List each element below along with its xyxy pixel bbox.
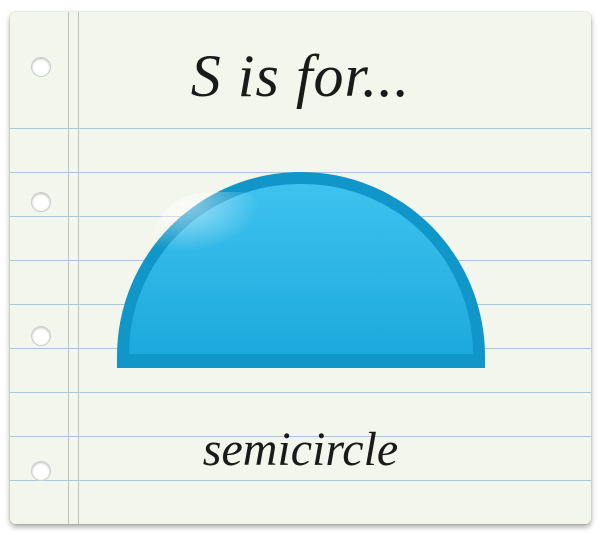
title-text: S is for... [10, 42, 591, 111]
semicircle-highlight [149, 192, 259, 252]
flashcard: S is for... semicircle [10, 12, 591, 524]
stage: S is for... semicircle [0, 0, 600, 535]
flashcard-content: S is for... semicircle [10, 12, 591, 524]
semicircle-shape [117, 172, 485, 368]
semicircle-outer [117, 172, 485, 368]
caption-text: semicircle [10, 422, 591, 477]
